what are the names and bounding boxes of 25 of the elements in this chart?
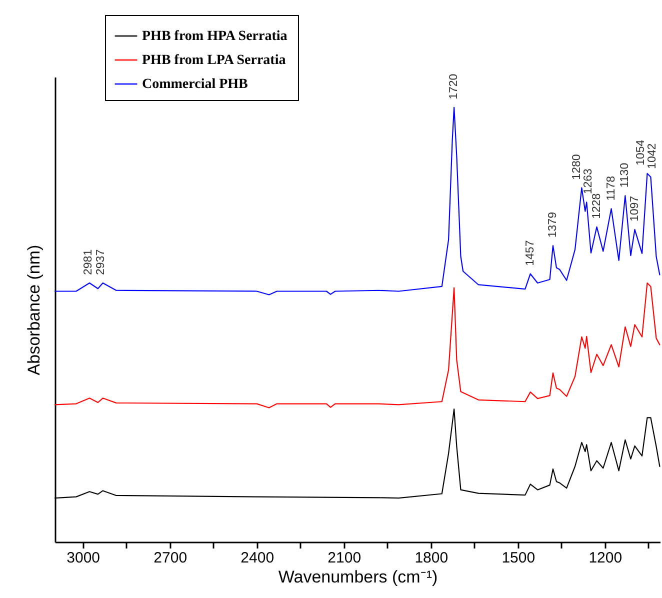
legend-label: PHB from HPA Serratia [142,29,288,44]
x-tick-label: 3000 [66,550,100,566]
x-tick-label: 1200 [588,550,622,566]
x-tick-label: 2400 [240,550,274,566]
annotation: 1228 [590,193,603,219]
annotation: 1720 [448,74,460,100]
legend-label: Commercial PHB [142,77,248,92]
annotation: 1130 [619,162,632,188]
x-tick-label: 1800 [414,550,448,566]
annotation: 1097 [628,196,641,222]
legend-label: PHB from LPA Serratia [142,53,286,68]
annotation: 2937 [95,249,108,275]
x-tick-label: 1500 [502,550,536,566]
annotation: 1379 [546,212,559,238]
annotation: 1042 [646,143,659,169]
annotation: 1280 [570,154,583,180]
y-axis-title: Absorbance (nm) [24,244,44,376]
annotation: 2981 [82,249,94,275]
annotation: 1178 [605,176,618,201]
x-tick-label: 2700 [154,550,188,566]
annotation: 1054 [635,139,648,166]
x-axis-title: Wavenumbers (cm⁻¹) [278,568,438,586]
x-tick-label: 2100 [328,550,362,566]
annotation: 1457 [524,240,536,266]
annotation: 1263 [582,168,594,194]
